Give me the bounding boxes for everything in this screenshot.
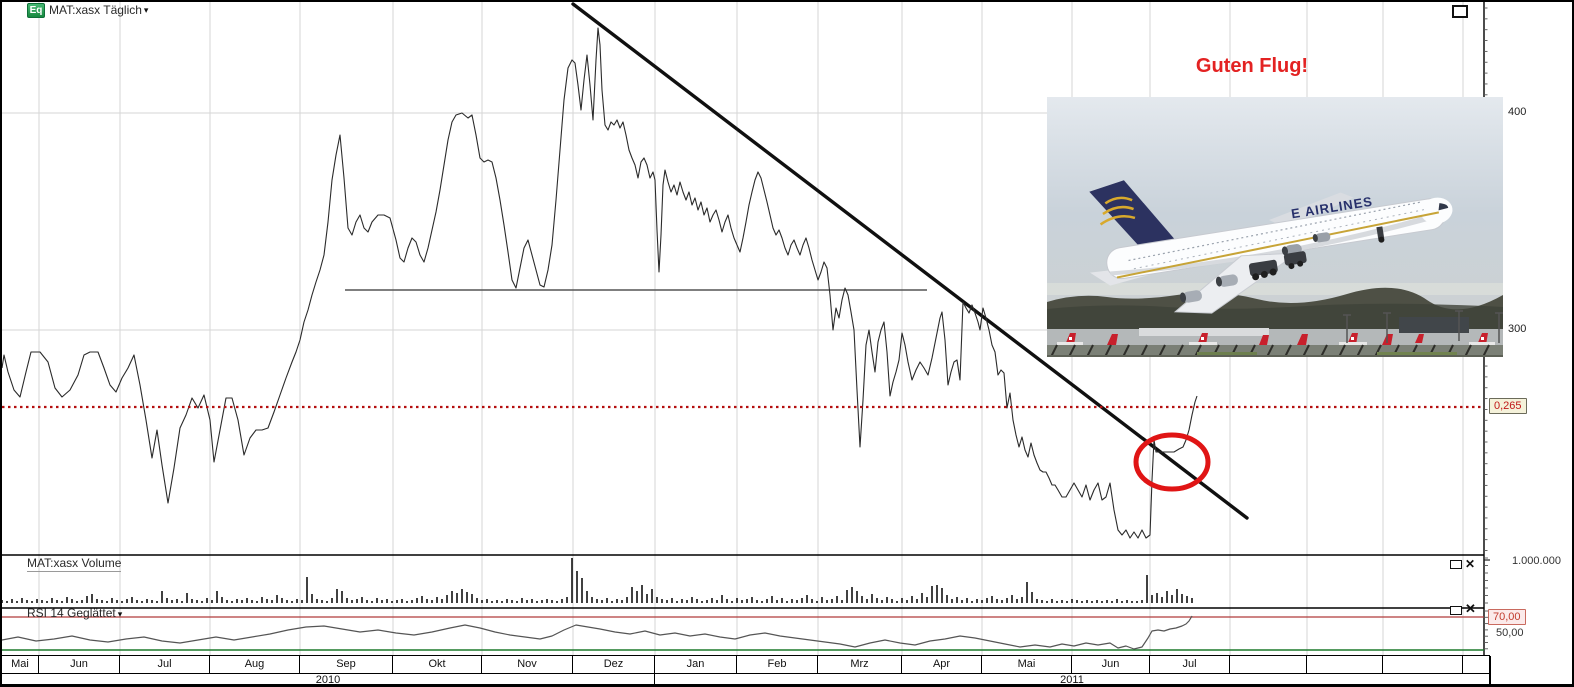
guten-flug-annotation: Guten Flug! <box>1195 55 1309 77</box>
month-label: Okt <box>393 656 482 673</box>
volume-scale-label: 1.000.000 <box>1512 555 1561 567</box>
window-border-top <box>0 0 1574 2</box>
airplane-nose <box>1420 197 1453 224</box>
month-label: Mai <box>982 656 1072 673</box>
month-label: Nov <box>482 656 573 673</box>
month-label <box>1307 656 1383 673</box>
airplane-belly-shade <box>1110 210 1444 276</box>
airplane-cockpit <box>1438 203 1449 211</box>
maximize-icon[interactable] <box>1452 5 1468 18</box>
time-axis-right-border <box>1490 656 1491 685</box>
month-label: Jun <box>39 656 120 673</box>
rsi-close-icon[interactable]: ✕ <box>1465 601 1476 616</box>
equity-badge: Eq <box>27 2 45 18</box>
photo-light-poles <box>1343 310 1503 343</box>
month-label: Jun <box>1072 656 1150 673</box>
chevron-down-icon[interactable]: ▾ <box>143 4 149 15</box>
price-line <box>1 27 1198 539</box>
month-label: Dez <box>573 656 655 673</box>
price-pane-header: Eq MAT:xasx Täglich ▾ <box>27 2 148 18</box>
rsi-70-flag: 70,00 <box>1488 609 1526 625</box>
photo-haze <box>1047 283 1503 295</box>
rsi-line <box>1 615 1193 650</box>
photo-forest <box>1047 303 1503 333</box>
month-label: Jul <box>1150 656 1230 673</box>
month-label <box>1383 656 1463 673</box>
volume-close-icon[interactable]: ✕ <box>1465 557 1476 571</box>
month-label: Jul <box>120 656 210 673</box>
window-border-bottom <box>0 684 1574 687</box>
month-label: Jan <box>655 656 737 673</box>
photo-airplane: E AIRLINES <box>1089 180 1453 314</box>
photo-parked-tails <box>1057 333 1495 346</box>
downtrend-line <box>571 2 1249 520</box>
volume-pane-title[interactable]: MAT:xasx Volume <box>27 556 122 572</box>
rsi-maximize-icon[interactable] <box>1450 606 1462 615</box>
airplane-windows-lower <box>1133 209 1425 270</box>
photo-fence <box>1047 344 1503 357</box>
airplane-landing-gear <box>1248 226 1385 281</box>
photo-building <box>1139 328 1269 336</box>
airplane-gold-stripe <box>1116 211 1440 279</box>
airplane-engines <box>1179 232 1331 303</box>
price-tick-400: 400 <box>1508 106 1527 118</box>
airplane-tail-logo <box>1099 196 1136 226</box>
time-axis: Mai Jun Jul Aug Sep Okt Nov Dez Jan Feb Mrz Apr Mai J… <box>2 655 1491 686</box>
window-border-right <box>1572 0 1574 687</box>
volume-maximize-icon[interactable] <box>1450 560 1462 569</box>
rsi-chevron-down-icon[interactable]: ▾ <box>117 609 123 619</box>
price-threshold-flag: 0,265 <box>1489 398 1527 414</box>
rsi-pane-title[interactable]: RSI 14 Geglättet ▾ <box>27 606 122 620</box>
month-label: Aug <box>210 656 300 673</box>
month-label: Mai <box>2 656 39 673</box>
month-label: Apr <box>902 656 982 673</box>
year-label: 2011 <box>655 673 1490 686</box>
month-label <box>1230 656 1307 673</box>
price-tick-300: 300 <box>1508 323 1527 335</box>
window-border-left <box>0 0 2 687</box>
month-label <box>1463 656 1490 673</box>
year-label: 2010 <box>2 673 655 686</box>
month-label: Mrz <box>818 656 902 673</box>
chart-title[interactable]: MAT:xasx Täglich <box>49 3 142 17</box>
airplane-far-wing <box>1268 192 1354 229</box>
rsi-50-label: 50,00 <box>1496 627 1524 639</box>
month-label: Sep <box>300 656 393 673</box>
airliner-photo: E AIRLINES <box>1047 97 1503 357</box>
airplane-tail-fin <box>1089 180 1177 250</box>
rsi-pane-title-text: RSI 14 Geglättet <box>27 606 116 620</box>
breakout-highlight-circle <box>1133 432 1211 492</box>
photo-terminal <box>1399 317 1469 333</box>
month-label: Feb <box>737 656 818 673</box>
